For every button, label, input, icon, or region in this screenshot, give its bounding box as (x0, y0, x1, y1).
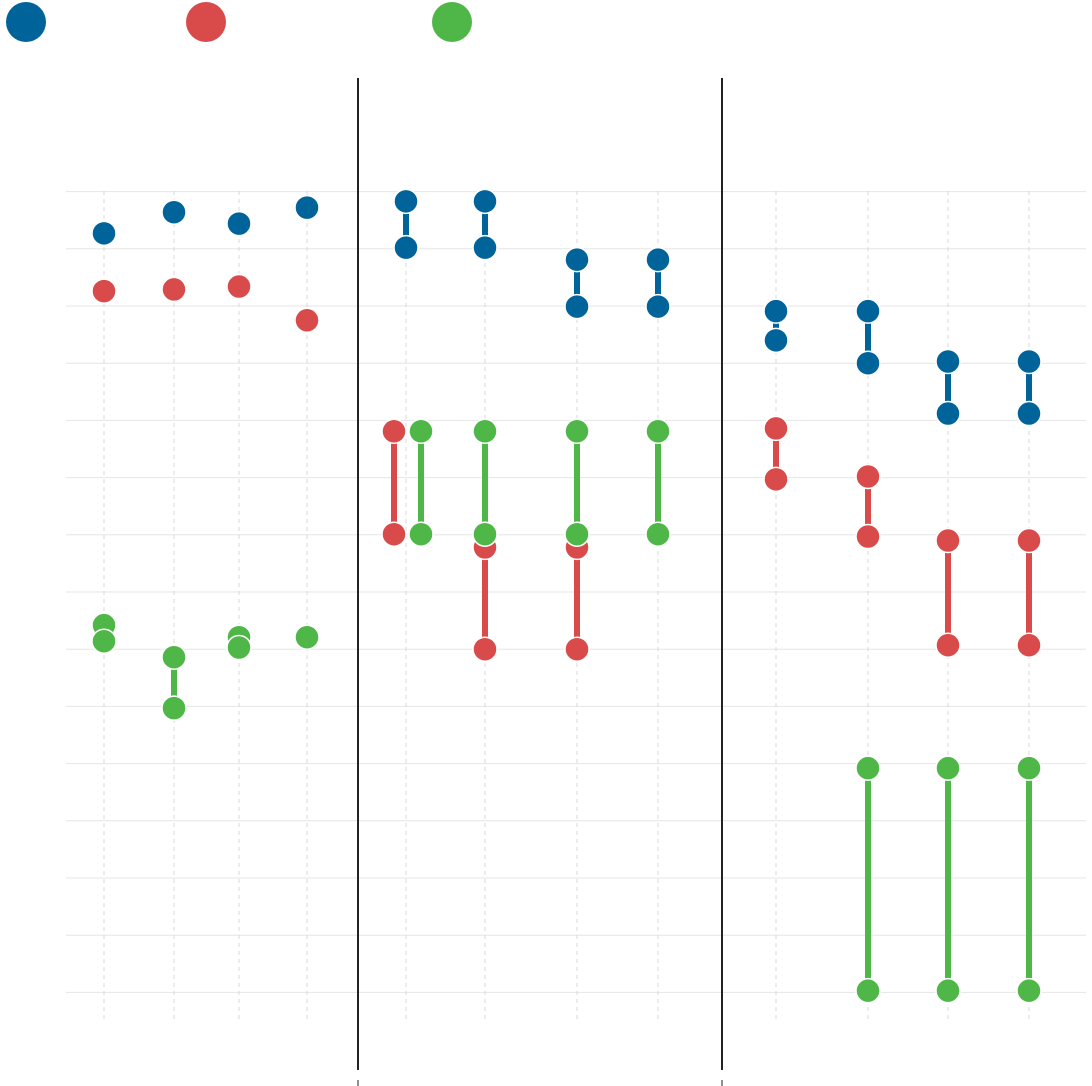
start-dot (1016, 527, 1042, 554)
start-dot (855, 755, 881, 781)
end-dot (935, 632, 961, 658)
end-dot (645, 521, 671, 547)
end-dot (855, 977, 881, 1004)
end-dot (226, 210, 252, 237)
legend-dot (432, 2, 472, 42)
end-dot (226, 634, 252, 661)
start-dot (564, 246, 590, 273)
end-dot (763, 466, 789, 493)
end-dot (564, 293, 590, 320)
end-dot (91, 278, 117, 304)
end-dot (226, 273, 252, 300)
end-dot (1016, 632, 1042, 658)
end-dot (645, 293, 671, 320)
end-dot (472, 521, 498, 547)
start-dot (935, 755, 961, 781)
end-dot (161, 276, 187, 303)
end-dot (935, 977, 961, 1004)
start-dot (564, 418, 590, 445)
start-dot (393, 188, 419, 215)
end-dot (855, 350, 881, 376)
start-dot (408, 418, 434, 445)
start-dot (855, 298, 881, 324)
end-dot (564, 636, 590, 662)
end-dot (472, 636, 498, 662)
start-dot (935, 348, 961, 375)
start-dot (645, 418, 671, 445)
end-dot (1016, 977, 1042, 1004)
end-dot (294, 194, 320, 221)
start-dot (645, 246, 671, 273)
start-dot (855, 463, 881, 490)
end-dot (161, 199, 187, 225)
end-dot (91, 220, 117, 247)
start-dot (472, 188, 498, 215)
end-dot (935, 400, 961, 427)
legend-dot (186, 2, 226, 42)
end-dot (294, 307, 320, 334)
end-dot (294, 624, 320, 650)
start-dot (1016, 755, 1042, 781)
end-dot (1016, 400, 1042, 427)
end-dot (408, 521, 434, 547)
start-dot (1016, 348, 1042, 375)
start-dot (763, 298, 789, 324)
end-dot (161, 695, 187, 721)
end-dot (564, 521, 590, 547)
end-dot (472, 234, 498, 261)
start-dot (472, 418, 498, 445)
end-dot (393, 234, 419, 261)
start-dot (935, 527, 961, 554)
start-dot (161, 644, 187, 670)
legend-dot (6, 2, 46, 42)
start-dot (763, 415, 789, 442)
end-dot (763, 327, 789, 354)
end-dot (91, 628, 117, 654)
end-dot (855, 523, 881, 550)
start-dot (381, 418, 407, 445)
end-dot (381, 521, 407, 547)
